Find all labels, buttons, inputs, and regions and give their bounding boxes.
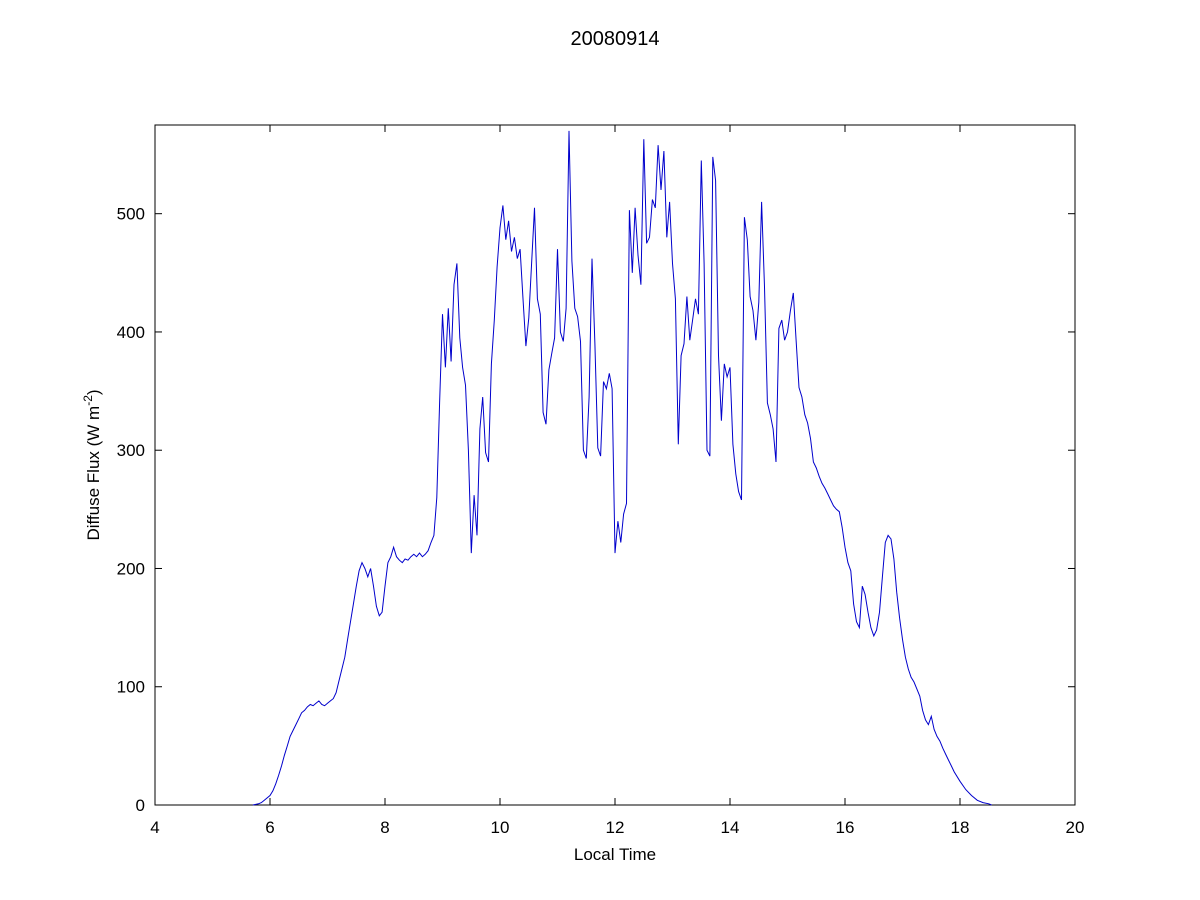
x-tick-label: 16: [836, 818, 855, 837]
x-tick-label: 10: [491, 818, 510, 837]
x-tick-label: 4: [150, 818, 159, 837]
y-tick-label: 200: [117, 559, 145, 578]
x-tick-label: 12: [606, 818, 625, 837]
y-tick-label: 300: [117, 441, 145, 460]
series-layer: [252, 130, 992, 806]
x-tick-label: 18: [951, 818, 970, 837]
y-tick-label: 400: [117, 323, 145, 342]
x-tick-label: 20: [1066, 818, 1085, 837]
y-tick-label: 500: [117, 205, 145, 224]
axis-box: [154, 124, 1076, 806]
x-tick-label: 8: [380, 818, 389, 837]
x-tick-label: 14: [721, 818, 740, 837]
y-tick-label: 0: [136, 796, 145, 815]
y-axis-label: Diffuse Flux (W m-2): [81, 389, 103, 540]
chart-title: 20080914: [571, 28, 660, 50]
diffuse-flux-line: [252, 130, 992, 806]
x-axis-label: Local Time: [574, 845, 656, 864]
x-tick-label: 6: [265, 818, 274, 837]
y-tick-label: 100: [117, 678, 145, 697]
